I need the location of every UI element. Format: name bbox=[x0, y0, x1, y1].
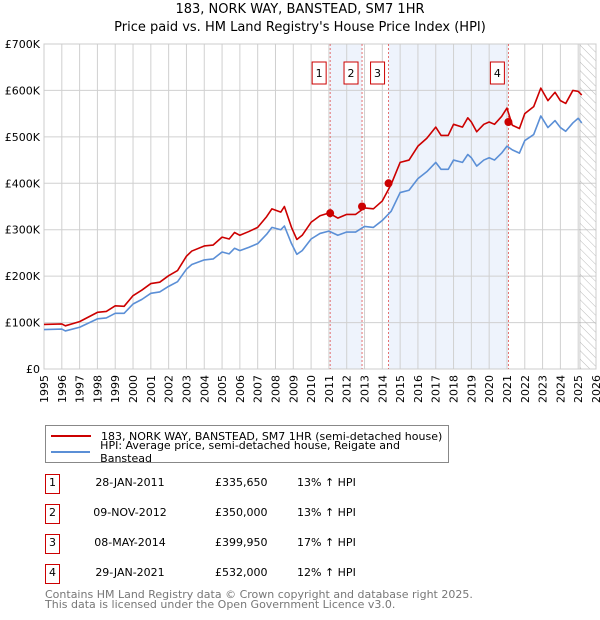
x-tick-label: 2006 bbox=[234, 375, 247, 403]
sale-number-badge: 1 bbox=[45, 474, 60, 494]
sale-row: 1 28-JAN-2011 £335,650 13% ↑ HPI bbox=[45, 474, 445, 494]
x-tick-label: 2019 bbox=[465, 375, 478, 403]
x-tick-label: 2011 bbox=[323, 375, 336, 403]
legend-swatch-red bbox=[51, 435, 91, 437]
x-tick-label: 2018 bbox=[448, 375, 461, 403]
x-tick-label: 2008 bbox=[269, 375, 282, 403]
shaded-range bbox=[388, 44, 509, 369]
sale-label: 2 bbox=[348, 67, 355, 80]
x-tick-label: 1995 bbox=[38, 375, 51, 403]
x-tick-label: 1998 bbox=[91, 375, 104, 403]
sale-row: 4 29-JAN-2021 £532,000 12% ↑ HPI bbox=[45, 564, 445, 584]
sale-hpi-change: 13% ↑ HPI bbox=[297, 476, 356, 489]
x-tick-label: 2015 bbox=[394, 375, 407, 403]
sale-hpi-change: 12% ↑ HPI bbox=[297, 566, 356, 579]
x-tick-label: 2013 bbox=[359, 375, 372, 403]
sale-label: 1 bbox=[316, 67, 323, 80]
sale-date: 29-JAN-2021 bbox=[95, 566, 165, 579]
sale-price: £335,650 bbox=[215, 476, 268, 489]
y-tick-label: £0 bbox=[26, 363, 40, 376]
chart-subtitle: Price paid vs. HM Land Registry's House … bbox=[114, 20, 486, 35]
sale-point bbox=[358, 202, 367, 211]
sale-row: 3 08-MAY-2014 £399,950 17% ↑ HPI bbox=[45, 534, 445, 554]
sale-label-box bbox=[343, 61, 359, 85]
sale-point bbox=[384, 179, 393, 188]
sale-number-badge: 4 bbox=[45, 564, 60, 584]
x-tick-label: 2026 bbox=[590, 375, 600, 403]
legend-label: 183, NORK WAY, BANSTEAD, SM7 1HR (semi-d… bbox=[101, 429, 443, 443]
chart-title: 183, NORK WAY, BANSTEAD, SM7 1HR bbox=[175, 2, 425, 17]
footer-licence: This data is licensed under the Open Gov… bbox=[45, 598, 396, 611]
future-hatch bbox=[579, 43, 597, 370]
x-tick-label: 2020 bbox=[483, 375, 496, 403]
sale-point bbox=[504, 118, 513, 126]
shaded-range bbox=[330, 44, 363, 369]
footer-copyright: Contains HM Land Registry data © Crown c… bbox=[45, 588, 473, 601]
x-tick-label: 2001 bbox=[145, 375, 158, 403]
sale-price: £399,950 bbox=[215, 536, 268, 549]
y-tick-label: £400K bbox=[5, 177, 41, 190]
legend-label: HPI: Average price, semi-detached house,… bbox=[100, 439, 401, 465]
legend-swatch-blue bbox=[51, 451, 91, 453]
x-tick-label: 2021 bbox=[501, 375, 514, 403]
x-tick-label: 2024 bbox=[554, 375, 567, 403]
sale-price: £532,000 bbox=[215, 566, 268, 579]
plot-border bbox=[43, 43, 597, 370]
hpi-line bbox=[43, 115, 583, 332]
legend-item-hpi: HPI: Average price, semi-detached house,… bbox=[46, 439, 448, 465]
sale-hpi-change: 13% ↑ HPI bbox=[297, 506, 356, 519]
sale-label-box bbox=[311, 61, 327, 85]
y-tick-label: £100K bbox=[5, 317, 41, 330]
y-tick-label: £200K bbox=[5, 270, 41, 283]
property-price-line bbox=[43, 87, 583, 327]
sale-number-badge: 2 bbox=[45, 504, 60, 524]
x-tick-label: 2022 bbox=[519, 375, 532, 403]
x-tick-label: 2009 bbox=[287, 375, 300, 403]
x-tick-label: 1997 bbox=[74, 375, 87, 403]
y-tick-label: £700K bbox=[5, 38, 41, 51]
sale-label-box bbox=[370, 61, 386, 85]
x-tick-label: 2016 bbox=[412, 375, 425, 403]
y-tick-label: £500K bbox=[5, 131, 41, 144]
sale-price: £350,000 bbox=[215, 506, 268, 519]
sale-number-badge: 3 bbox=[45, 534, 60, 554]
x-tick-label: 2002 bbox=[163, 375, 176, 403]
y-tick-label: £300K bbox=[5, 224, 41, 237]
x-tick-label: 2007 bbox=[252, 375, 265, 403]
x-tick-label: 2017 bbox=[430, 375, 443, 403]
x-tick-label: 2023 bbox=[537, 375, 550, 403]
sale-hpi-change: 17% ↑ HPI bbox=[297, 536, 356, 549]
legend: 183, NORK WAY, BANSTEAD, SM7 1HR (semi-d… bbox=[45, 425, 449, 465]
x-tick-label: 2003 bbox=[180, 375, 193, 403]
sale-point bbox=[326, 209, 335, 218]
x-tick-label: 2010 bbox=[305, 375, 318, 403]
y-tick-label: £600K bbox=[5, 84, 41, 97]
sale-label: 4 bbox=[494, 67, 501, 80]
sale-label: 3 bbox=[374, 67, 381, 80]
sale-date: 09-NOV-2012 bbox=[93, 506, 167, 519]
x-tick-label: 2025 bbox=[572, 375, 585, 403]
x-tick-label: 2012 bbox=[341, 375, 354, 403]
legend-item-property: 183, NORK WAY, BANSTEAD, SM7 1HR (semi-d… bbox=[46, 428, 442, 444]
x-tick-label: 2004 bbox=[198, 375, 211, 403]
sale-label-box bbox=[489, 61, 505, 85]
x-tick-label: 1999 bbox=[109, 375, 122, 403]
x-tick-label: 2000 bbox=[127, 375, 140, 403]
sale-date: 08-MAY-2014 bbox=[94, 536, 166, 549]
sale-date: 28-JAN-2011 bbox=[95, 476, 165, 489]
x-tick-label: 2005 bbox=[216, 375, 229, 403]
x-tick-label: 1996 bbox=[56, 375, 69, 403]
x-tick-label: 2014 bbox=[376, 375, 389, 403]
sale-row: 2 09-NOV-2012 £350,000 13% ↑ HPI bbox=[45, 504, 445, 524]
plot-area: 1995 1996 1997 1998 1999 2000 2001 2002 2003 2004… bbox=[5, 38, 600, 403]
